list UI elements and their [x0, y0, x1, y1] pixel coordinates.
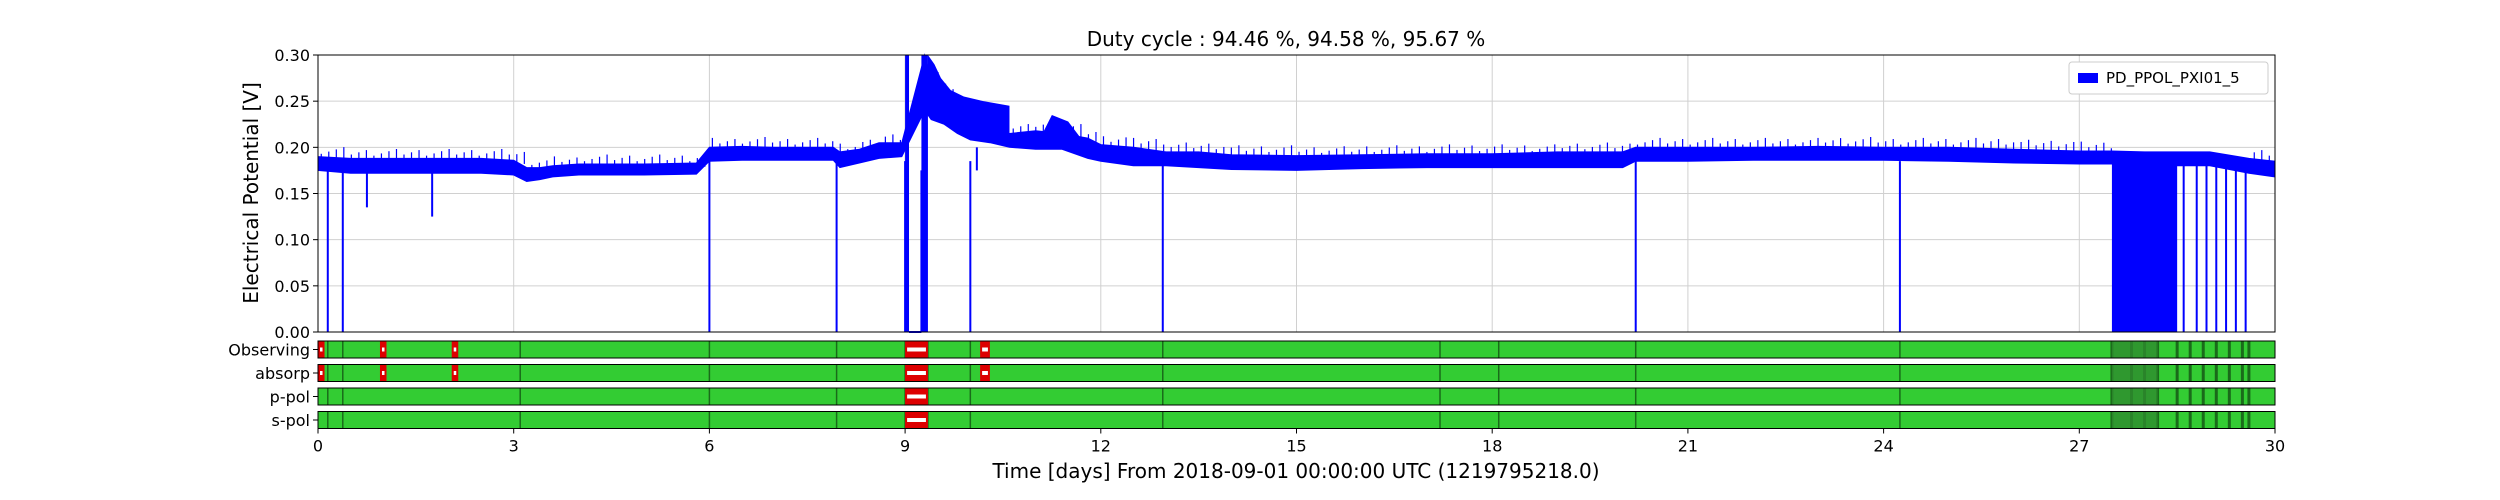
- segment-bar: [318, 364, 2275, 382]
- segment-label: Observing: [228, 341, 310, 360]
- series-bump: [1035, 115, 1088, 148]
- segment-bar: [318, 388, 2275, 405]
- y-tick-label: 0.05: [274, 277, 310, 296]
- chart-title: Duty cycle : 94.46 %, 94.58 %, 95.67 %: [1087, 27, 1486, 51]
- x-tick-label: 27: [2069, 437, 2089, 456]
- x-tick-label: 30: [2265, 437, 2285, 456]
- x-tick-label: 9: [900, 437, 910, 456]
- x-tick-label: 12: [1091, 437, 1111, 456]
- y-tick-label: 0.30: [274, 46, 310, 65]
- segment-gap-mark: [982, 347, 988, 352]
- segment-label: s-pol: [272, 411, 311, 430]
- segment-label: p-pol: [270, 388, 310, 407]
- y-axis-label: Electrical Potential [V]: [239, 82, 263, 304]
- segment-gap-mark: [907, 347, 926, 352]
- y-tick-label: 0.10: [274, 231, 310, 250]
- segment-gap-mark: [381, 371, 385, 375]
- segment-gap-mark: [320, 371, 323, 375]
- series-high-right: [921, 55, 928, 332]
- series-high-left: [905, 55, 910, 332]
- segment-gap-mark: [907, 394, 926, 399]
- segment-gap-mark: [453, 347, 457, 352]
- x-tick-label: 18: [1482, 437, 1502, 456]
- x-tick-label: 15: [1286, 437, 1306, 456]
- x-axis-label: Time [days] From 2018-09-01 00:00:00 UTC…: [991, 459, 1599, 483]
- y-tick-label: 0.15: [274, 185, 310, 204]
- y-tick-label: 0.20: [274, 138, 310, 157]
- segment-gap-mark: [982, 371, 988, 375]
- legend-box: [2068, 61, 2269, 95]
- series-pd-ppol-pxi01-5: [317, 53, 2276, 333]
- x-tick-label: 0: [313, 437, 323, 456]
- y-tick-label: 0.25: [274, 92, 310, 111]
- legend-swatch: [2078, 73, 2098, 83]
- segment-gap-mark: [907, 418, 926, 422]
- segment-dense-region: [2111, 364, 2158, 382]
- legend: PD_PPOL_PXI01_5: [2068, 61, 2269, 95]
- y-axis-ticks: 0.00 0.05 0.10 0.15 0.20 0.25 0.30: [274, 46, 318, 342]
- x-tick-label: 24: [1873, 437, 1893, 456]
- segment-bar: [318, 411, 2275, 429]
- x-tick-label: 6: [704, 437, 714, 456]
- segment-gap-mark: [381, 347, 385, 352]
- legend-series-name: PD_PPOL_PXI01_5: [2106, 69, 2240, 88]
- series-noise-block: [2111, 156, 2178, 332]
- segment-label: absorp: [255, 364, 310, 383]
- x-tick-label: 3: [509, 437, 519, 456]
- segment-strips: Observing absorp p-pol s-pol: [228, 340, 2276, 430]
- x-tick-label: 21: [1678, 437, 1698, 456]
- segment-dense-region: [2111, 411, 2158, 429]
- main-plot-area: 0.00 0.05 0.10 0.15 0.20 0.25 0.30 Electrical …: [239, 46, 2276, 342]
- x-axis-ticks: 0 3 6 9 12 15 18 21 24 27 30: [313, 428, 2285, 456]
- segment-bar: [318, 341, 2275, 358]
- series-recovery: [927, 55, 1010, 139]
- segment-dense-region: [2111, 341, 2158, 358]
- y-tick-label: 0.00: [274, 323, 310, 342]
- segment-gap-mark: [320, 347, 323, 352]
- segment-dense-region: [2111, 388, 2158, 405]
- segment-gap-mark: [453, 371, 457, 375]
- segment-gap-mark: [907, 371, 926, 375]
